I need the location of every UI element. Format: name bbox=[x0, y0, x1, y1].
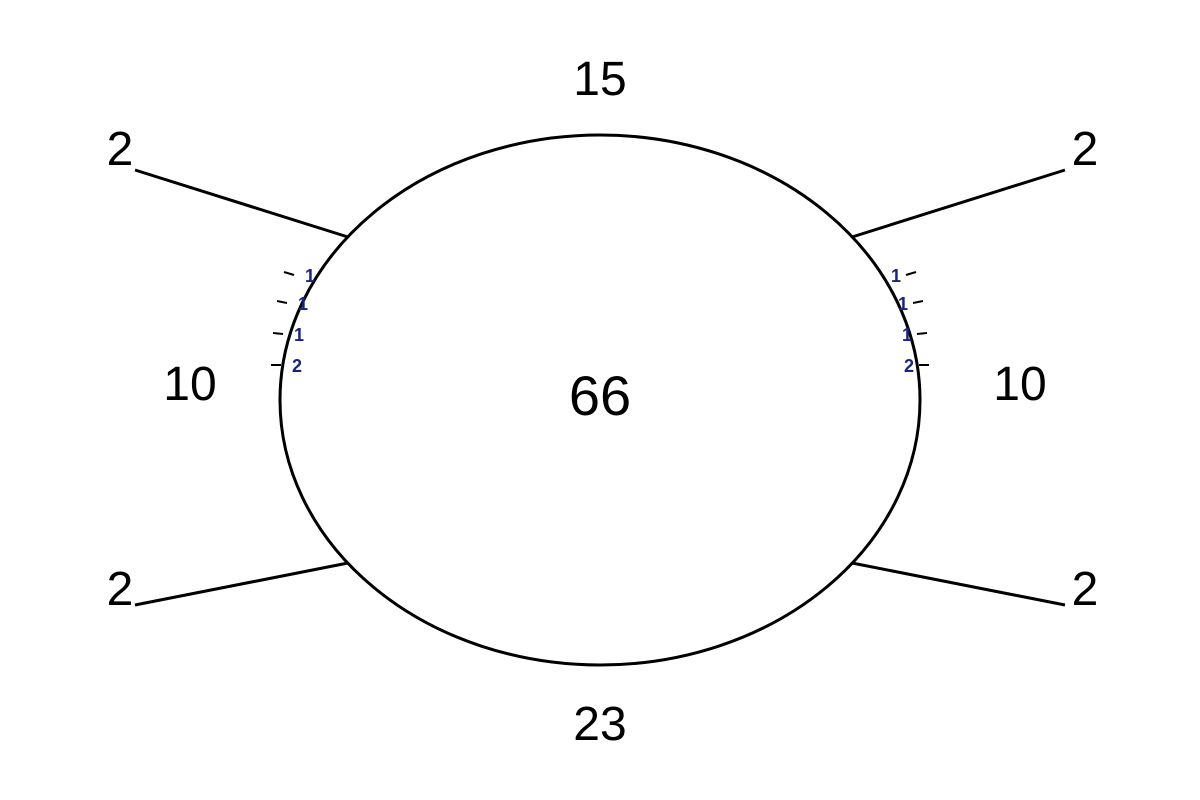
label-bottom: 23 bbox=[573, 698, 626, 751]
label-br-2: 2 bbox=[1072, 563, 1099, 616]
label-tl-2: 2 bbox=[107, 123, 134, 176]
tick bbox=[906, 272, 916, 275]
label-left-10: 10 bbox=[163, 358, 216, 411]
label-right-10: 10 bbox=[993, 358, 1046, 411]
right-tick-label: 2 bbox=[904, 356, 914, 376]
left-tick-label: 1 bbox=[294, 325, 304, 345]
center-label: 66 bbox=[569, 364, 631, 427]
right-tick-label: 1 bbox=[902, 325, 912, 345]
arm-bl bbox=[135, 563, 348, 605]
arm-tl bbox=[135, 170, 348, 237]
tick bbox=[913, 301, 923, 303]
left-tick-label: 1 bbox=[305, 266, 315, 286]
diagram-canvas: 66 15 23 10 10 2 2 2 2 1 1 1 2 1 1 1 2 bbox=[0, 0, 1200, 800]
tick bbox=[273, 333, 283, 334]
tick bbox=[277, 301, 287, 303]
arm-tr bbox=[852, 170, 1065, 237]
tick bbox=[284, 272, 294, 275]
left-ticks bbox=[271, 272, 294, 365]
left-tick-label: 2 bbox=[292, 356, 302, 376]
right-ticks bbox=[906, 272, 929, 365]
right-tick-label: 1 bbox=[891, 266, 901, 286]
label-top: 15 bbox=[573, 53, 626, 106]
label-tr-2: 2 bbox=[1072, 123, 1099, 176]
tick bbox=[917, 333, 927, 334]
right-tick-label: 1 bbox=[898, 294, 908, 314]
label-bl-2: 2 bbox=[107, 563, 134, 616]
arm-br bbox=[852, 563, 1065, 605]
left-tick-label: 1 bbox=[298, 294, 308, 314]
